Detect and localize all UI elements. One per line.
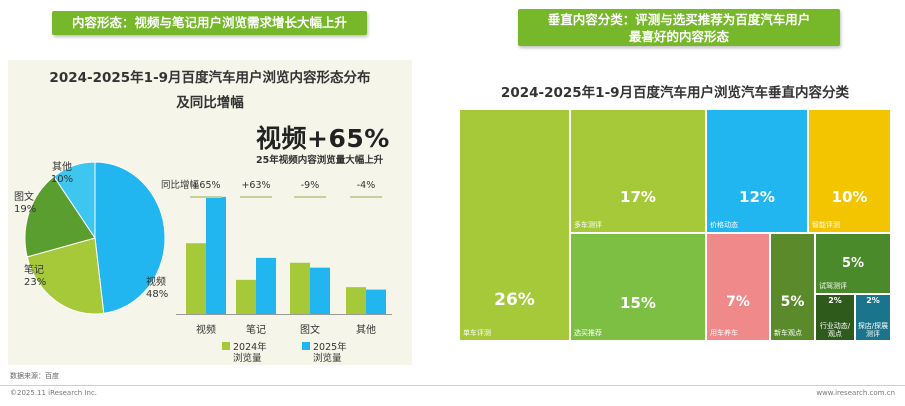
treemap-pct-10: 2% (866, 296, 880, 305)
legend-label-line1-1: 2024年 (233, 341, 267, 353)
legend-swatch-2 (302, 342, 310, 350)
treemap-cell-8: 5% 试驾测评 (815, 233, 891, 294)
treemap-label-10: 探店/探展测评 (857, 322, 889, 338)
bar-2-3 (310, 267, 330, 314)
treemap-pct-5: 10% (831, 188, 868, 206)
left-section-badge: 内容形态：视频与笔记用户浏览需求增长大幅上升 (52, 11, 367, 35)
treemap-cell-5: 10% 智能评测 (808, 109, 891, 233)
website-text: www.iresearch.com.cn (816, 389, 895, 397)
left-title-line1: 2024-2025年1-9月百度汽车用户浏览内容形态分布 (49, 70, 371, 86)
treemap-label-3: 选买推荐 (574, 329, 602, 337)
bar-1-3 (290, 262, 310, 314)
legend-label-line2-2: 浏览量 (313, 352, 342, 364)
pie-label-name-1: 视频 (146, 275, 166, 288)
treemap-pct-1: 26% (494, 290, 535, 310)
treemap-cell-2: 17% 多车测评 (570, 109, 706, 233)
pie-label-pct-2: 23% (24, 277, 46, 288)
bar-category-4: 其他 (356, 323, 376, 336)
bar-2-4 (366, 289, 386, 314)
pie-label-pct-4: 10% (51, 174, 73, 185)
treemap-label-6: 用车养车 (710, 329, 738, 337)
bar-2-2 (256, 257, 276, 314)
treemap-cell-4: 12% 价格动态 (706, 109, 808, 233)
treemap-cell-7: 5% 新车观点 (770, 233, 815, 341)
yoy-value-4: -4% (357, 180, 376, 191)
treemap-pct-7: 5% (780, 294, 805, 310)
treemap-label-9: 行业动态/观点 (819, 322, 851, 338)
pie-slice-1 (94, 161, 166, 314)
pie-label-name-2: 笔记 (24, 263, 44, 276)
treemap-pct-9: 2% (828, 296, 842, 305)
yoy-value-2: +63% (241, 180, 270, 191)
bar-1-4 (346, 287, 366, 314)
legend-swatch-1 (222, 342, 230, 350)
yoy-value-1: +65% (191, 180, 220, 191)
yoy-value-3: -9% (301, 180, 320, 191)
bar-1-2 (236, 279, 256, 314)
treemap-label-2: 多车测评 (574, 221, 602, 229)
bar-category-2: 笔记 (246, 323, 266, 336)
yoy-label: 同比增幅 (161, 179, 200, 191)
pie-label-pct-3: 19% (14, 204, 36, 215)
treemap-cell-10: 2% 探店/探展测评 (855, 294, 891, 341)
pie-slice-4 (53, 161, 96, 240)
video-growth-subtitle: 25年视频内容浏览量大幅上升 (256, 155, 384, 166)
treemap-cell-9: 2% 行业动态/观点 (815, 294, 855, 341)
treemap-label-7: 新车观点 (774, 329, 802, 337)
pie-slice-2 (26, 237, 105, 315)
treemap-pct-3: 15% (620, 294, 656, 312)
treemap-pct-6: 7% (726, 294, 750, 310)
right-badge-line2: 最喜好的内容形态 (628, 29, 729, 44)
treemap-cell-6: 7% 用车养车 (706, 233, 770, 341)
bar-category-1: 视频 (196, 323, 216, 336)
pie-slice-3 (24, 175, 96, 258)
video-growth-highlight: 视频+65% (256, 124, 390, 153)
treemap-label-8: 试驾测评 (819, 282, 847, 290)
right-section-badge: 垂直内容分类：评测与选买推荐为百度汽车用户 最喜好的内容形态 (518, 9, 840, 46)
treemap-cell-1: 26% 单车评测 (459, 109, 570, 341)
pie-label-pct-1: 48% (146, 289, 168, 300)
left-chart-title: 2024-2025年1-9月百度汽车用户浏览内容形态分布 及同比增幅 (8, 66, 412, 116)
legend-label-line1-2: 2025年 (313, 341, 347, 353)
treemap-cell-3: 15% 选买推荐 (570, 233, 706, 341)
bar-category-3: 图文 (300, 323, 320, 336)
treemap-pct-8: 5% (841, 256, 865, 271)
copyright-text: ©2025.11 iResearch Inc. (10, 389, 98, 397)
bar-1-1 (186, 243, 206, 314)
bar-2-1 (206, 196, 226, 314)
treemap-pct-2: 17% (620, 188, 656, 206)
pie-label-name-4: 其他 (52, 160, 72, 173)
right-badge-line1: 垂直内容分类：评测与选买推荐为百度汽车用户 (547, 12, 811, 27)
footer-divider (0, 385, 905, 386)
data-source: 数据来源：百度 (10, 372, 59, 380)
treemap-pct-4: 12% (739, 188, 775, 206)
treemap-label-5: 智能评测 (812, 221, 840, 229)
left-title-line2: 及同比增幅 (176, 95, 244, 111)
treemap-label-4: 价格动态 (710, 221, 738, 229)
pie-label-name-3: 图文 (14, 190, 34, 203)
treemap-label-1: 单车评测 (463, 329, 491, 337)
legend-label-line2-1: 浏览量 (233, 352, 262, 364)
right-chart-title: 2024-2025年1-9月百度汽车用户浏览汽车垂直内容分类 (500, 85, 850, 101)
